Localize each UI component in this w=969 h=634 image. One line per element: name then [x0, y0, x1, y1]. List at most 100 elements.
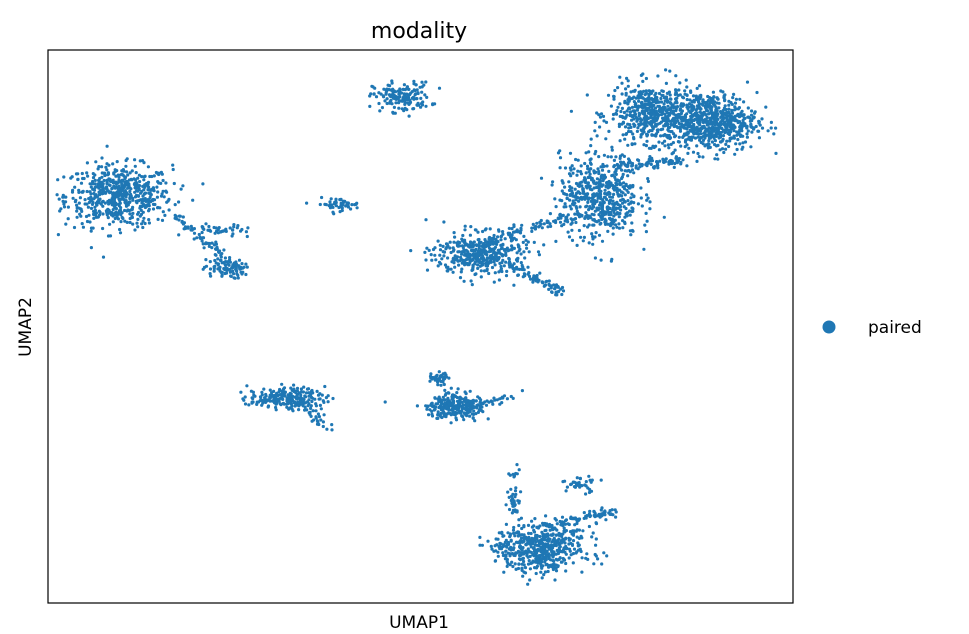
scatter-point: [485, 267, 489, 271]
scatter-point: [133, 228, 137, 232]
scatter-point: [425, 407, 429, 411]
scatter-point: [468, 406, 472, 410]
scatter-point: [604, 120, 609, 124]
scatter-point: [746, 115, 750, 119]
scatter-point: [384, 92, 388, 96]
scatter-point: [582, 224, 586, 228]
scatter-point: [471, 398, 475, 402]
scatter-point: [617, 226, 622, 230]
scatter-point: [521, 275, 525, 279]
scatter-point: [769, 120, 774, 124]
scatter-point: [601, 114, 606, 118]
scatter-point: [55, 193, 59, 197]
scatter-point: [562, 526, 566, 530]
scatter-point: [435, 416, 439, 420]
scatter-point: [531, 222, 535, 226]
scatter-point: [201, 267, 205, 271]
scatter-point: [544, 563, 548, 567]
scatter-point: [611, 222, 615, 226]
scatter-point: [673, 148, 677, 152]
scatter-point: [472, 240, 476, 244]
scatter-point: [594, 170, 598, 174]
scatter-point: [690, 109, 694, 113]
scatter-point: [126, 173, 130, 177]
scatter-point: [492, 257, 497, 261]
scatter-point: [543, 283, 547, 287]
scatter-point: [686, 137, 690, 141]
scatter-point: [599, 258, 603, 262]
scatter-point: [630, 221, 634, 225]
scatter-point: [117, 202, 121, 207]
scatter-point: [696, 135, 700, 139]
scatter-point: [235, 226, 239, 230]
scatter-point: [313, 397, 317, 401]
scatter-point: [463, 407, 467, 411]
scatter-point: [89, 185, 93, 189]
scatter-point: [766, 129, 770, 133]
scatter-point: [586, 200, 590, 204]
scatter-point: [496, 240, 500, 244]
scatter-point: [102, 178, 106, 183]
scatter-point: [650, 133, 654, 137]
scatter-point: [685, 164, 689, 168]
scatter-point: [93, 194, 97, 198]
scatter-point: [542, 243, 546, 247]
scatter-point: [723, 98, 727, 102]
scatter-point: [727, 144, 731, 149]
scatter-point: [496, 554, 500, 558]
scatter-point: [524, 238, 528, 242]
scatter-point: [405, 85, 409, 89]
scatter-point: [569, 174, 573, 178]
scatter-point: [575, 206, 579, 210]
scatter-point: [385, 97, 389, 101]
scatter-point: [57, 197, 61, 201]
scatter-point: [350, 203, 354, 207]
scatter-point: [117, 184, 121, 188]
scatter-point: [556, 549, 560, 553]
scatter-point: [671, 116, 676, 120]
scatter-point: [706, 142, 711, 146]
scatter-point: [397, 106, 401, 110]
scatter-point: [586, 167, 590, 171]
scatter-point: [581, 239, 585, 243]
scatter-point: [568, 151, 573, 155]
scatter-point: [564, 217, 568, 221]
scatter-point: [713, 157, 717, 161]
scatter-point: [561, 549, 565, 554]
scatter-point: [518, 544, 523, 548]
scatter-point: [70, 175, 74, 179]
scatter-point: [627, 129, 631, 134]
scatter-point: [80, 222, 84, 226]
scatter-point: [611, 117, 615, 121]
scatter-point: [512, 236, 516, 240]
scatter-point: [101, 182, 105, 186]
scatter-point: [604, 518, 608, 522]
scatter-point: [122, 190, 126, 194]
scatter-point: [330, 423, 334, 427]
scatter-point: [639, 186, 643, 190]
scatter-point: [716, 157, 720, 161]
scatter-point: [460, 406, 464, 410]
scatter-point: [697, 84, 702, 88]
scatter-point: [226, 262, 230, 266]
scatter-point: [668, 93, 672, 97]
scatter-point: [555, 522, 559, 526]
scatter-point: [687, 105, 691, 109]
scatter-point: [464, 248, 468, 252]
scatter-point: [628, 110, 632, 114]
scatter-point: [664, 68, 668, 72]
scatter-point: [415, 103, 419, 107]
scatter-point: [258, 395, 263, 399]
scatter-point: [616, 206, 620, 210]
scatter-point: [306, 404, 310, 408]
scatter-point: [584, 171, 588, 175]
scatter-point: [644, 76, 649, 81]
scatter-point: [648, 122, 652, 126]
scatter-point: [440, 406, 445, 410]
scatter-point: [93, 205, 97, 209]
scatter-point: [658, 106, 662, 110]
scatter-point: [534, 537, 539, 541]
scatter-point: [475, 403, 479, 408]
scatter-point: [623, 137, 627, 141]
scatter-point: [451, 407, 455, 411]
